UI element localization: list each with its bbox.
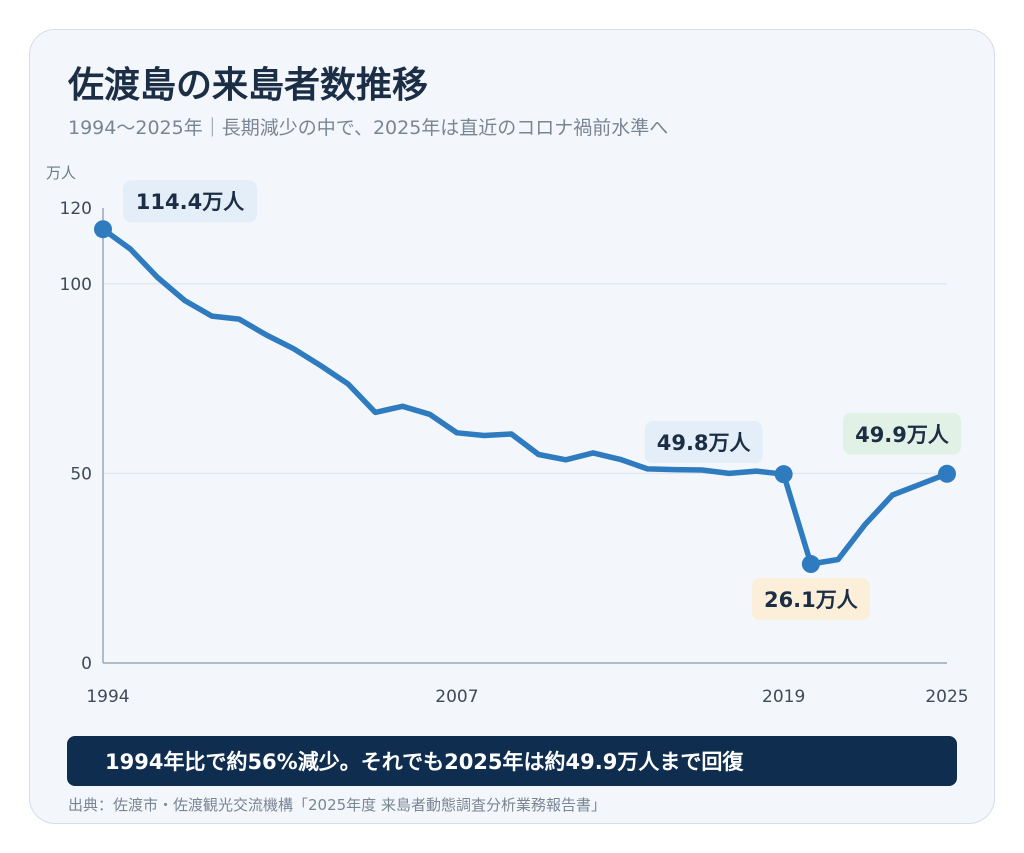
x-tick-label-1994: 1994 [86, 687, 129, 707]
callout-label-1994: 114.4万人 [136, 190, 244, 214]
callout-label-2020: 26.1万人 [764, 588, 858, 612]
y-tick-label-50: 50 [70, 464, 92, 484]
data-point-2019 [774, 465, 793, 484]
series-line [100, 226, 950, 567]
callout-box-2019 [644, 421, 763, 464]
callout-label-2025: 49.9万人 [855, 423, 949, 447]
data-point-2025 [938, 464, 956, 483]
x-tick-label-2025: 2025 [925, 687, 968, 707]
y-tick-label-100: 100 [60, 275, 92, 295]
x-tick-label-2019: 2019 [762, 687, 805, 707]
summary-banner: 1994年比で約56%減少。それでも2025年は約49.9万人まで回復 [67, 736, 957, 786]
source-note: 出典：佐渡市・佐渡観光交流機構「2025年度 来島者動態調査分析業務報告書」 [68, 796, 606, 814]
y-tick-label-0: 0 [81, 654, 92, 674]
callout-box-2025 [843, 412, 961, 455]
chart-subtitle: 1994〜2025年｜長期減少の中で、2025年は直近のコロナ禍前水準へ [68, 117, 669, 139]
summary-banner-text: 1994年比で約56%減少。それでも2025年は約49.9万人まで回復 [105, 750, 744, 774]
chart-card [29, 29, 995, 824]
callout-label-2019: 49.8万人 [657, 431, 751, 455]
data-point-1994 [94, 220, 112, 239]
chart-title: 佐渡島の来島者数推移 [68, 65, 429, 106]
data-point-2020 [801, 555, 820, 574]
y-axis-unit-label: 万人 [46, 164, 76, 182]
x-tick-label-2007: 2007 [435, 687, 478, 707]
callout-box-1994 [123, 180, 257, 223]
callout-box-2020 [751, 578, 870, 621]
y-tick-label-120: 120 [60, 199, 92, 219]
